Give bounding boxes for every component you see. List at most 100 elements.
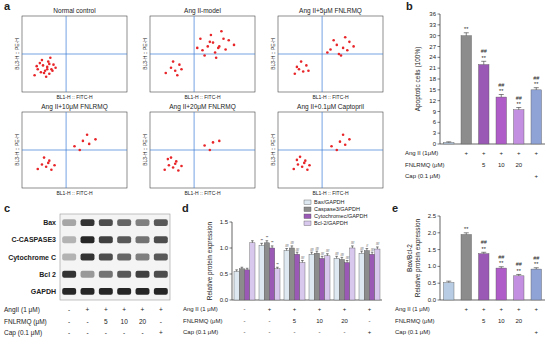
bar-chart: 0.00.51.01.5Relative protein expression*… [183, 199, 382, 335]
band [99, 219, 113, 226]
error-cap [251, 240, 254, 241]
error-bar [481, 61, 486, 64]
point [336, 44, 339, 47]
point [201, 49, 204, 52]
gate-line [150, 54, 255, 55]
treatment-value: - [86, 318, 88, 325]
plot-area [150, 112, 255, 188]
error-cap [326, 253, 329, 254]
significance: ** [464, 26, 469, 32]
significance: ## [326, 248, 331, 253]
band [81, 271, 95, 278]
error-stem [266, 241, 267, 243]
axis-label: BL3-H :: PE-H [270, 38, 276, 70]
error-bar [326, 254, 329, 256]
gate-line [150, 150, 255, 151]
significance: ** [464, 226, 469, 232]
error-stem [366, 249, 367, 251]
significance: ## [310, 247, 315, 252]
treatment-value: - [319, 329, 321, 335]
point [46, 68, 49, 71]
significance: ** [517, 268, 522, 274]
plot-area [22, 112, 127, 188]
error-cap [446, 281, 451, 282]
plot-title: Ang II-model [184, 7, 221, 15]
point [41, 163, 44, 166]
error-stem [311, 252, 312, 254]
treatment-value: 5 [104, 318, 108, 325]
error-cap [241, 267, 244, 268]
bar [370, 254, 375, 300]
point [196, 47, 199, 50]
plot-title: Ang II+0.1μM Captopril [297, 103, 364, 111]
error-cap [366, 248, 369, 249]
point [51, 69, 54, 72]
treatment-value: + [86, 306, 90, 313]
treatment-value: + [318, 306, 322, 312]
error-stem [377, 247, 378, 249]
point [298, 68, 301, 71]
point [296, 66, 299, 69]
point [43, 72, 46, 75]
point [36, 168, 39, 171]
error-bar [316, 251, 319, 253]
band [117, 271, 131, 278]
point [344, 36, 347, 39]
error-bar [516, 274, 521, 275]
band [62, 236, 76, 243]
error-bar [481, 252, 486, 253]
error-bar [321, 256, 324, 258]
point [227, 39, 230, 42]
treatment-label: Ang II (1 μM) [183, 306, 218, 312]
bar [531, 269, 542, 300]
significance: ## [335, 251, 340, 256]
band [154, 288, 168, 295]
tick [438, 57, 441, 58]
point [214, 51, 217, 54]
plot-frame [278, 112, 383, 188]
legend-swatch [304, 214, 311, 219]
error-stem [483, 61, 484, 64]
tick-label: 24 [429, 54, 436, 60]
treatment-value: - [68, 306, 70, 313]
point [203, 54, 206, 57]
error-stem [316, 251, 317, 253]
tick [438, 14, 441, 15]
point [33, 74, 36, 77]
error-bar [285, 249, 288, 251]
treatment-value: + [534, 150, 538, 156]
bar [345, 263, 350, 300]
tick [438, 122, 441, 123]
error-cap [291, 245, 294, 246]
point [52, 63, 55, 66]
treatment-value: + [464, 306, 468, 312]
band [154, 219, 168, 226]
error-stem [302, 260, 303, 262]
significance: ## [516, 95, 523, 101]
band [81, 288, 95, 295]
point [218, 45, 221, 48]
point [48, 63, 51, 66]
error-bar [371, 252, 374, 254]
point [164, 72, 167, 75]
treatment-value: 5 [482, 318, 486, 324]
tick-label: 1.0 [428, 263, 437, 269]
point [47, 60, 50, 63]
error-cap [235, 269, 238, 270]
bar [284, 251, 289, 300]
treatment-value: + [343, 306, 347, 312]
error-bar [341, 257, 344, 259]
treatment-value: - [86, 329, 88, 336]
tick-label: 27 [429, 44, 436, 50]
point [332, 39, 335, 42]
point [206, 45, 209, 48]
error-cap [351, 245, 354, 246]
axis-label: BL1-H :: FITC-H [184, 94, 221, 100]
error-cap [341, 257, 344, 258]
significance: ** [534, 261, 539, 267]
treatment-value: 10 [498, 318, 505, 324]
point [168, 164, 171, 167]
point [46, 66, 49, 69]
bar [364, 251, 369, 300]
treatment-value: + [464, 150, 468, 156]
